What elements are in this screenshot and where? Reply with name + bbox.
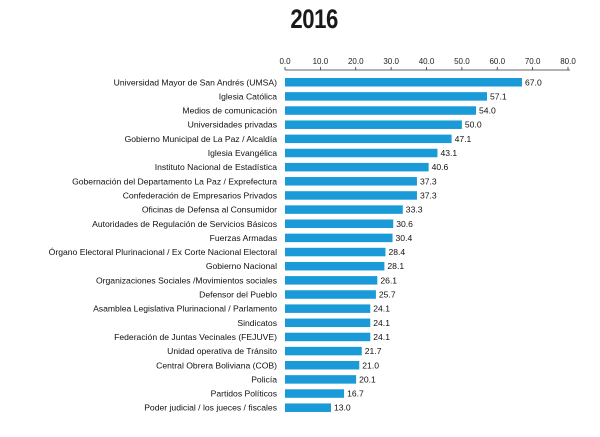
value-label: 30.4 (396, 233, 413, 243)
category-label: Fuerzas Armadas (210, 233, 277, 243)
category-label: Oficinas de Defensa al Consumidor (142, 205, 277, 215)
value-labels: 67.0 57.1 54.0 50.0 47.1 43.1 40.6 37.3 37.3 33.3… (334, 77, 542, 412)
value-label: 13.0 (334, 403, 351, 413)
bar (285, 205, 403, 214)
bar (285, 332, 371, 342)
category-label: Gobierno Municipal de La Paz / Alcaldía (125, 134, 278, 144)
category-label: Gobernación del Departamento La Paz / Ex… (72, 176, 277, 186)
value-label: 24.1 (373, 304, 390, 314)
value-label: 24.1 (373, 318, 390, 328)
value-label: 37.3 (420, 190, 437, 200)
value-label: 50.0 (465, 120, 482, 130)
x-tick-label: 50.0 (454, 57, 470, 66)
value-label: 21.0 (362, 360, 379, 370)
bar (285, 191, 417, 200)
bar (285, 148, 438, 158)
category-label: Órgano Electoral Plurinacional / Ex Cort… (49, 247, 277, 257)
value-label: 57.1 (490, 91, 507, 101)
bar (285, 78, 523, 87)
category-label: Unidad operativa de Tránsito (167, 346, 277, 356)
bar (285, 304, 371, 313)
bar (285, 92, 487, 101)
value-label: 25.7 (379, 290, 396, 300)
x-tick-label: 10.0 (313, 57, 329, 66)
category-label: Confederación de Empresarios Privados (123, 190, 277, 200)
bar (285, 389, 345, 398)
x-tick-label: 60.0 (489, 57, 505, 66)
category-label: Instituto Nacional de Estadística (155, 162, 278, 172)
value-label: 28.1 (387, 261, 404, 271)
value-label: 21.7 (365, 346, 382, 356)
bar (285, 403, 331, 412)
value-label: 24.1 (373, 332, 390, 342)
category-label: Iglesia Católica (219, 91, 277, 101)
bar (285, 106, 477, 115)
bar (285, 177, 417, 186)
bar (285, 290, 376, 299)
value-label: 26.1 (380, 275, 397, 285)
bar (285, 120, 462, 129)
x-tick-label: 30.0 (383, 57, 399, 66)
value-label: 33.3 (406, 205, 423, 215)
value-label: 28.4 (388, 247, 405, 257)
value-label: 47.1 (455, 134, 472, 144)
category-label: Iglesia Evangélica (208, 148, 277, 158)
bar (285, 219, 394, 228)
bar (285, 276, 378, 285)
value-label: 20.1 (359, 374, 376, 384)
bar (285, 318, 371, 328)
category-label: Universidad Mayor de San Andrés (UMSA) (114, 77, 277, 87)
category-label: Asamblea Legislativa Plurinacional / Par… (93, 304, 277, 314)
value-label: 43.1 (440, 148, 457, 158)
category-labels: Universidad Mayor de San Andrés (UMSA) Ig… (49, 77, 278, 412)
bar (285, 261, 385, 271)
category-label: Organizaciones Sociales /Movimientos soc… (96, 275, 277, 285)
value-label: 30.6 (396, 219, 413, 229)
category-label: Federación de Juntas Vecinales (FEJUVE) (114, 332, 277, 342)
category-label: Medios de comunicación (182, 106, 277, 116)
bar (285, 346, 362, 356)
category-label: Gobierno Nacional (206, 261, 277, 271)
category-label: Central Obrera Boliviana (COB) (156, 360, 277, 370)
bar (285, 247, 386, 257)
bar (285, 134, 452, 144)
value-label: 37.3 (420, 176, 437, 186)
bar (285, 162, 429, 172)
x-tick-label: 40.0 (419, 57, 435, 66)
value-label: 67.0 (525, 77, 542, 87)
bar (285, 361, 360, 370)
category-label: Sindicatos (237, 318, 277, 328)
x-tick-label: 0.0 (279, 57, 291, 66)
category-label: Policía (251, 374, 277, 384)
bars (285, 78, 523, 412)
category-label: Partidos Políticos (211, 389, 277, 399)
value-label: 40.6 (432, 162, 449, 172)
x-tick-label: 80.0 (560, 57, 576, 66)
x-tick-label: 20.0 (348, 57, 364, 66)
x-axis: 0.0 10.0 20.0 30.0 40.0 50.0 60.0 70.0 80.0 (279, 57, 576, 71)
value-label: 16.7 (347, 389, 364, 399)
category-label: Autoridades de Regulación de Servicios B… (92, 219, 277, 229)
x-tick-label: 70.0 (525, 57, 541, 66)
bar (285, 233, 393, 243)
category-label: Defensor del Pueblo (199, 290, 277, 300)
bar (285, 375, 357, 384)
category-label: Poder judicial / los jueces / fiscales (144, 403, 277, 413)
chart-title: 2016 (290, 4, 338, 34)
value-label: 54.0 (479, 106, 496, 116)
category-label: Universidades privadas (188, 120, 277, 130)
